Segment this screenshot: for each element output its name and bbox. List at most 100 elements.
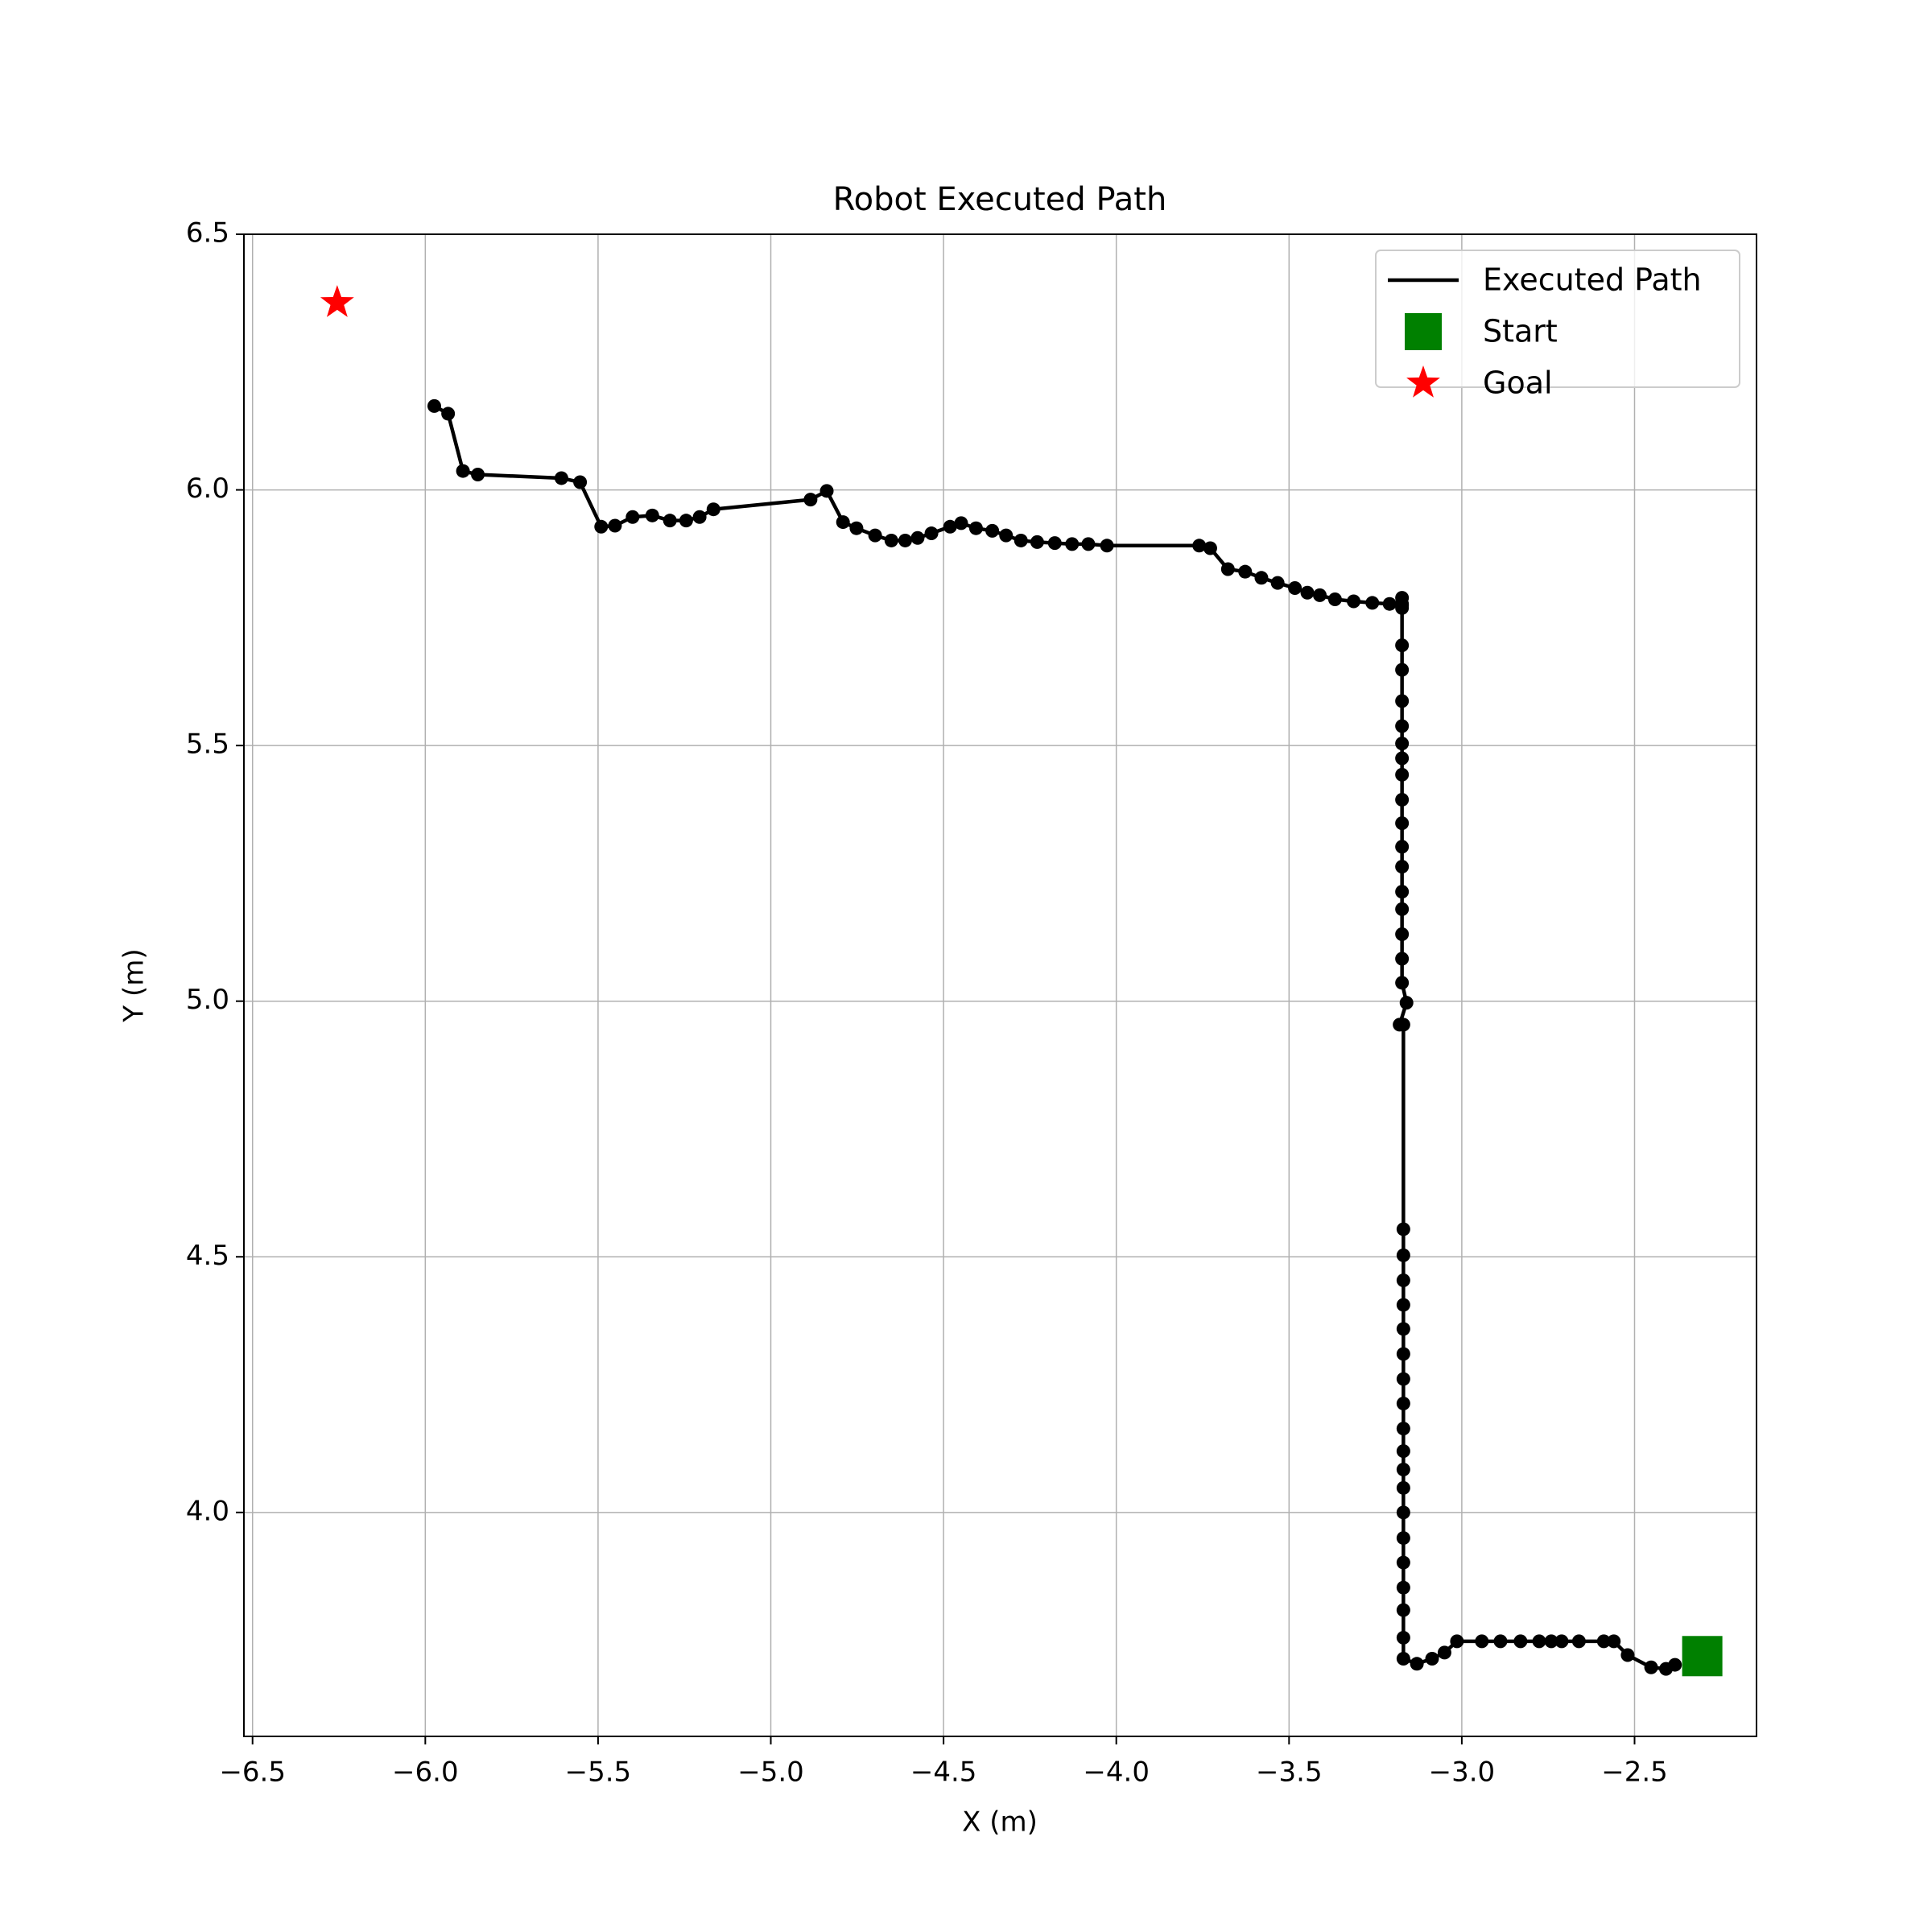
- path-point: [1393, 1018, 1407, 1032]
- path-point: [1395, 598, 1410, 613]
- path-point: [706, 502, 720, 517]
- legend-label: Goal: [1483, 365, 1553, 401]
- x-tick-label: −2.5: [1601, 1757, 1668, 1789]
- path-point: [1396, 1273, 1410, 1287]
- path-point: [1220, 562, 1235, 576]
- path-point: [427, 398, 441, 413]
- path-point: [898, 533, 912, 547]
- path-point: [1395, 792, 1410, 807]
- x-tick-label: −3.0: [1429, 1757, 1496, 1789]
- path-point: [1396, 1347, 1410, 1361]
- goal-marker: [320, 285, 354, 317]
- path-point: [1607, 1634, 1621, 1649]
- path-point: [1659, 1662, 1674, 1676]
- path-point: [910, 530, 925, 545]
- path-point: [1396, 1531, 1410, 1546]
- path-point: [1395, 976, 1410, 990]
- y-tick-label: 5.5: [186, 729, 229, 761]
- path-line: [433, 404, 1676, 1671]
- path-point: [1327, 592, 1342, 606]
- path-point: [1437, 1645, 1451, 1660]
- path-point: [1395, 694, 1410, 708]
- path-point: [1396, 1580, 1410, 1595]
- legend-swatch: [1405, 313, 1442, 350]
- path-point: [1395, 719, 1410, 733]
- path-point: [1300, 585, 1315, 600]
- y-tick-label: 6.5: [186, 217, 229, 250]
- path-point: [471, 468, 485, 482]
- x-tick-label: −6.5: [219, 1757, 286, 1789]
- path-point: [1571, 1634, 1586, 1649]
- path-point: [985, 523, 1000, 538]
- path-point: [1365, 596, 1380, 610]
- path-point: [868, 528, 882, 543]
- path-point: [1313, 588, 1327, 602]
- path-point: [594, 519, 609, 534]
- path-point: [1396, 1444, 1410, 1459]
- path-point: [1396, 1603, 1410, 1617]
- path-point: [1399, 996, 1414, 1010]
- path-point: [954, 516, 968, 530]
- path-point: [645, 508, 659, 522]
- path-point: [1270, 576, 1285, 590]
- path-point: [1100, 539, 1114, 553]
- path-point: [1596, 1634, 1611, 1649]
- path-point: [1395, 902, 1410, 916]
- path-point: [819, 484, 834, 498]
- start-marker: [1682, 1636, 1723, 1677]
- legend-box: [1375, 250, 1740, 388]
- x-tick-label: −3.5: [1256, 1757, 1323, 1789]
- path-point: [1030, 535, 1044, 549]
- x-tick-label: −5.5: [565, 1757, 632, 1789]
- path-point: [456, 464, 470, 478]
- path-point: [1532, 1634, 1546, 1649]
- path-point: [1396, 1248, 1410, 1262]
- path-point: [1203, 541, 1217, 555]
- path-point: [1081, 537, 1096, 551]
- x-tick-label: −4.0: [1083, 1757, 1150, 1789]
- path-point: [1396, 1222, 1410, 1236]
- path-point: [1065, 537, 1080, 551]
- x-tick-label: −6.0: [392, 1757, 459, 1789]
- path-point: [1395, 885, 1410, 899]
- path-point: [625, 510, 640, 524]
- path-point: [692, 510, 707, 524]
- path-point: [1396, 1630, 1410, 1645]
- path-point: [1395, 767, 1410, 782]
- path-point: [849, 521, 864, 535]
- path-point: [1395, 638, 1410, 653]
- path-point: [663, 514, 677, 528]
- path-point: [1396, 1555, 1410, 1570]
- path-point: [999, 528, 1013, 543]
- path-point: [1554, 1634, 1569, 1649]
- path-point: [924, 526, 939, 541]
- plot-frame: [243, 233, 1757, 1737]
- path-point: [1396, 1322, 1410, 1336]
- legend-swatch: [1406, 365, 1440, 398]
- path-point: [1254, 571, 1269, 585]
- path-point: [1513, 1634, 1528, 1649]
- path-point: [803, 493, 818, 507]
- path-point: [1396, 1397, 1410, 1411]
- path-point: [1395, 840, 1410, 854]
- x-tick-label: −4.5: [910, 1757, 977, 1789]
- path-point: [1396, 1422, 1410, 1436]
- path-point: [1396, 1505, 1410, 1520]
- path-point: [1382, 597, 1397, 611]
- path-point: [836, 515, 850, 530]
- path-point: [441, 407, 456, 421]
- path-point: [1395, 860, 1410, 874]
- chart-title: Robot Executed Path: [833, 181, 1167, 218]
- path-point: [554, 471, 568, 485]
- y-axis-label: Y (m): [118, 948, 151, 1022]
- y-tick-label: 6.0: [186, 473, 229, 505]
- path-point: [1410, 1657, 1424, 1671]
- path-point: [608, 518, 622, 533]
- path-point: [1493, 1634, 1508, 1649]
- y-tick-label: 4.5: [186, 1240, 229, 1272]
- path-point: [679, 514, 693, 528]
- path-point: [1192, 539, 1207, 553]
- y-tick-label: 4.0: [186, 1495, 229, 1527]
- path-point: [1396, 1651, 1410, 1666]
